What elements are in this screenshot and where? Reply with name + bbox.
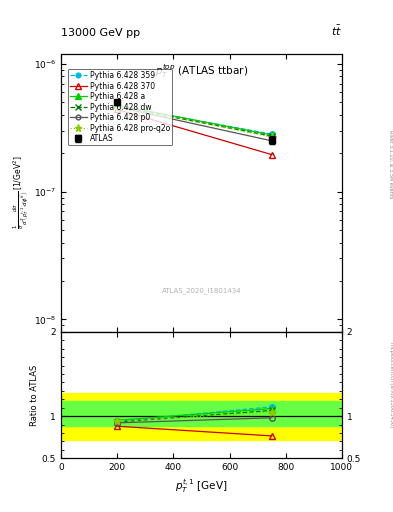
Pythia 6.428 pro-q2o — [269, 134, 274, 140]
Line: Pythia 6.428 370: Pythia 6.428 370 — [114, 106, 275, 158]
Bar — [61, 393, 342, 440]
Pythia 6.428 a — [269, 132, 274, 138]
Y-axis label: $\frac{1}{\sigma}\frac{d\sigma}{d^2\!\left(p_T^{t,1}\!\cdot\!d\phi^{t\bar{t}}\ri: $\frac{1}{\sigma}\frac{d\sigma}{d^2\!\le… — [11, 156, 31, 229]
Text: mcplots.cern.ch [arXiv:1306.3436]: mcplots.cern.ch [arXiv:1306.3436] — [389, 342, 393, 426]
Bar — [61, 401, 342, 426]
Pythia 6.428 dw — [115, 103, 119, 110]
X-axis label: $p_T^{t,1}$ [GeV]: $p_T^{t,1}$ [GeV] — [175, 478, 228, 495]
Pythia 6.428 p0 — [115, 104, 119, 110]
Pythia 6.428 p0 — [269, 138, 274, 144]
Text: $p_T^{top}$ (ATLAS ttbar): $p_T^{top}$ (ATLAS ttbar) — [155, 62, 248, 80]
Pythia 6.428 pro-q2o — [115, 103, 119, 109]
Text: 13000 GeV pp: 13000 GeV pp — [61, 28, 140, 38]
Line: Pythia 6.428 pro-q2o: Pythia 6.428 pro-q2o — [113, 102, 276, 141]
Pythia 6.428 370 — [269, 152, 274, 158]
Pythia 6.428 dw — [269, 133, 274, 139]
Legend: Pythia 6.428 359, Pythia 6.428 370, Pythia 6.428 a, Pythia 6.428 dw, Pythia 6.42: Pythia 6.428 359, Pythia 6.428 370, Pyth… — [68, 69, 172, 145]
Text: $t\bar{t}$: $t\bar{t}$ — [331, 24, 342, 38]
Y-axis label: Ratio to ATLAS: Ratio to ATLAS — [30, 365, 39, 425]
Pythia 6.428 359 — [115, 103, 119, 109]
Pythia 6.428 359 — [269, 131, 274, 137]
Line: Pythia 6.428 a: Pythia 6.428 a — [114, 102, 275, 138]
Text: ATLAS_2020_I1801434: ATLAS_2020_I1801434 — [162, 287, 241, 293]
Text: Rivet 3.1.10, ≥ 3.5M events: Rivet 3.1.10, ≥ 3.5M events — [389, 130, 393, 198]
Line: Pythia 6.428 dw: Pythia 6.428 dw — [114, 103, 275, 140]
Line: Pythia 6.428 359: Pythia 6.428 359 — [114, 103, 274, 137]
Pythia 6.428 a — [115, 102, 119, 108]
Line: Pythia 6.428 p0: Pythia 6.428 p0 — [114, 104, 274, 143]
Pythia 6.428 370 — [115, 106, 119, 113]
